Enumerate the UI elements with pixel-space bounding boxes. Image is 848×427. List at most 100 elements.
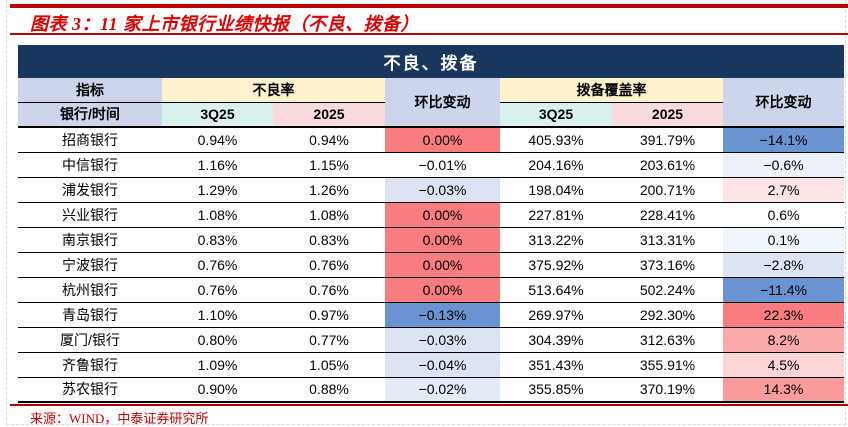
bank-name: 中信银行 [18, 152, 162, 178]
npl-qoq-value: 0.00% [385, 252, 500, 278]
header-row-groups: 指标 不良率 环比变动 拨备覆盖率 环比变动 [18, 78, 845, 128]
cov-3q25-value: 513.64% [500, 277, 612, 303]
npl-qoq-value: −0.03% [385, 177, 500, 203]
npl-qoq-value: −0.03% [385, 327, 500, 353]
cov-qoq-value: 22.3% [723, 302, 845, 328]
cov-3q25-value: 227.81% [500, 202, 612, 228]
table-banner-row: 不良、拨备 [18, 45, 845, 78]
header-cov-2025: 2025 [612, 102, 723, 128]
table-row: 厦门/银行 0.80% 0.77% −0.03% 304.39% 312.63%… [18, 327, 845, 353]
cov-3q25-value: 198.04% [500, 177, 612, 203]
table-row: 青岛银行 1.10% 0.97% −0.13% 269.97% 292.30% … [18, 302, 845, 328]
table-row: 宁波银行 0.76% 0.76% 0.00% 375.92% 373.16% −… [18, 252, 845, 278]
npl-2025-value: 1.15% [273, 152, 385, 178]
cov-2025-value: 313.31% [612, 227, 723, 253]
bank-name: 兴业银行 [18, 202, 162, 228]
npl-qoq-value: 0.00% [385, 202, 500, 228]
cov-2025-value: 228.41% [612, 202, 723, 228]
cov-qoq-value: −14.1% [723, 127, 845, 153]
table-banner: 不良、拨备 [18, 45, 845, 78]
npl-3q25-value: 1.16% [162, 152, 273, 178]
cov-qoq-value: 0.6% [723, 202, 845, 228]
npl-2025-value: 1.26% [273, 177, 385, 203]
npl-2025-value: 0.77% [273, 327, 385, 353]
header-qoq-change-left: 环比变动 [385, 78, 500, 128]
header-npl-3q25: 3Q25 [162, 102, 273, 128]
cov-2025-value: 373.16% [612, 252, 723, 278]
cov-qoq-value: 4.5% [723, 352, 845, 378]
table-row: 浦发银行 1.29% 1.26% −0.03% 198.04% 200.71% … [18, 177, 845, 203]
npl-2025-value: 0.94% [273, 127, 385, 153]
cov-qoq-value: 0.1% [723, 227, 845, 253]
cov-2025-value: 355.91% [612, 352, 723, 378]
cov-qoq-value: −2.8% [723, 252, 845, 278]
header-bank-time: 银行/时间 [18, 102, 162, 128]
npl-qoq-value: −0.02% [385, 377, 500, 403]
npl-3q25-value: 0.76% [162, 252, 273, 278]
source-note: 来源：WIND，中泰证券研究所 [30, 411, 209, 426]
header-cov-3q25: 3Q25 [500, 102, 612, 128]
cov-3q25-value: 351.43% [500, 352, 612, 378]
cov-qoq-value: 2.7% [723, 177, 845, 203]
cov-2025-value: 502.24% [612, 277, 723, 303]
cov-2025-value: 200.71% [612, 177, 723, 203]
npl-3q25-value: 1.08% [162, 202, 273, 228]
npl-3q25-value: 0.80% [162, 327, 273, 353]
cov-qoq-value: −11.4% [723, 277, 845, 303]
figure-title: 图表 3：11 家上市银行业绩快报（不良、拨备） [30, 14, 420, 34]
table-row: 苏农银行 0.90% 0.88% −0.02% 355.85% 370.19% … [18, 377, 845, 403]
page-border [6, 0, 846, 425]
npl-2025-value: 0.76% [273, 277, 385, 303]
npl-2025-value: 0.76% [273, 252, 385, 278]
table-row: 中信银行 1.16% 1.15% −0.01% 204.16% 203.61% … [18, 152, 845, 178]
npl-3q25-value: 1.10% [162, 302, 273, 328]
bank-name: 招商银行 [18, 127, 162, 153]
bank-name: 浦发银行 [18, 177, 162, 203]
npl-2025-value: 0.97% [273, 302, 385, 328]
source-red-rule [10, 404, 848, 406]
npl-qoq-value: −0.13% [385, 302, 500, 328]
cov-3q25-value: 375.92% [500, 252, 612, 278]
table-row: 招商银行 0.94% 0.94% 0.00% 405.93% 391.79% −… [18, 127, 845, 153]
header-coverage-ratio: 拨备覆盖率 [500, 78, 723, 103]
cov-qoq-value: 14.3% [723, 377, 845, 403]
cov-3q25-value: 405.93% [500, 127, 612, 153]
npl-qoq-value: −0.01% [385, 152, 500, 178]
header-qoq-change-right: 环比变动 [723, 78, 845, 128]
npl-2025-value: 0.88% [273, 377, 385, 403]
top-red-rule [10, 4, 848, 8]
npl-2025-value: 1.08% [273, 202, 385, 228]
npl-3q25-value: 0.83% [162, 227, 273, 253]
cov-3q25-value: 355.85% [500, 377, 612, 403]
cov-3q25-value: 304.39% [500, 327, 612, 353]
table-row: 南京银行 0.83% 0.83% 0.00% 313.22% 313.31% 0… [18, 227, 845, 253]
table-row: 兴业银行 1.08% 1.08% 0.00% 227.81% 228.41% 0… [18, 202, 845, 228]
title-red-rule [10, 33, 848, 35]
npl-qoq-value: 0.00% [385, 227, 500, 253]
bank-name: 杭州银行 [18, 277, 162, 303]
bank-name: 齐鲁银行 [18, 352, 162, 378]
cov-2025-value: 292.30% [612, 302, 723, 328]
table-row: 杭州银行 0.76% 0.76% 0.00% 513.64% 502.24% −… [18, 277, 845, 303]
npl-2025-value: 1.05% [273, 352, 385, 378]
header-indicator: 指标 [18, 78, 162, 103]
bank-name: 厦门/银行 [18, 327, 162, 353]
cov-3q25-value: 313.22% [500, 227, 612, 253]
bank-name: 宁波银行 [18, 252, 162, 278]
bank-results-table: 不良、拨备 指标 不良率 环比变动 拨备覆盖率 环比变动 银行/时间 3Q25 … [18, 45, 845, 403]
bank-name: 苏农银行 [18, 377, 162, 403]
npl-3q25-value: 0.76% [162, 277, 273, 303]
npl-3q25-value: 1.29% [162, 177, 273, 203]
bank-name: 青岛银行 [18, 302, 162, 328]
npl-qoq-value: 0.00% [385, 127, 500, 153]
cov-3q25-value: 269.97% [500, 302, 612, 328]
cov-2025-value: 370.19% [612, 377, 723, 403]
npl-3q25-value: 0.94% [162, 127, 273, 153]
cov-qoq-value: −0.6% [723, 152, 845, 178]
table-row: 齐鲁银行 1.09% 1.05% −0.04% 351.43% 355.91% … [18, 352, 845, 378]
npl-3q25-value: 1.09% [162, 352, 273, 378]
cov-3q25-value: 204.16% [500, 152, 612, 178]
bank-name: 南京银行 [18, 227, 162, 253]
npl-qoq-value: 0.00% [385, 277, 500, 303]
npl-2025-value: 0.83% [273, 227, 385, 253]
